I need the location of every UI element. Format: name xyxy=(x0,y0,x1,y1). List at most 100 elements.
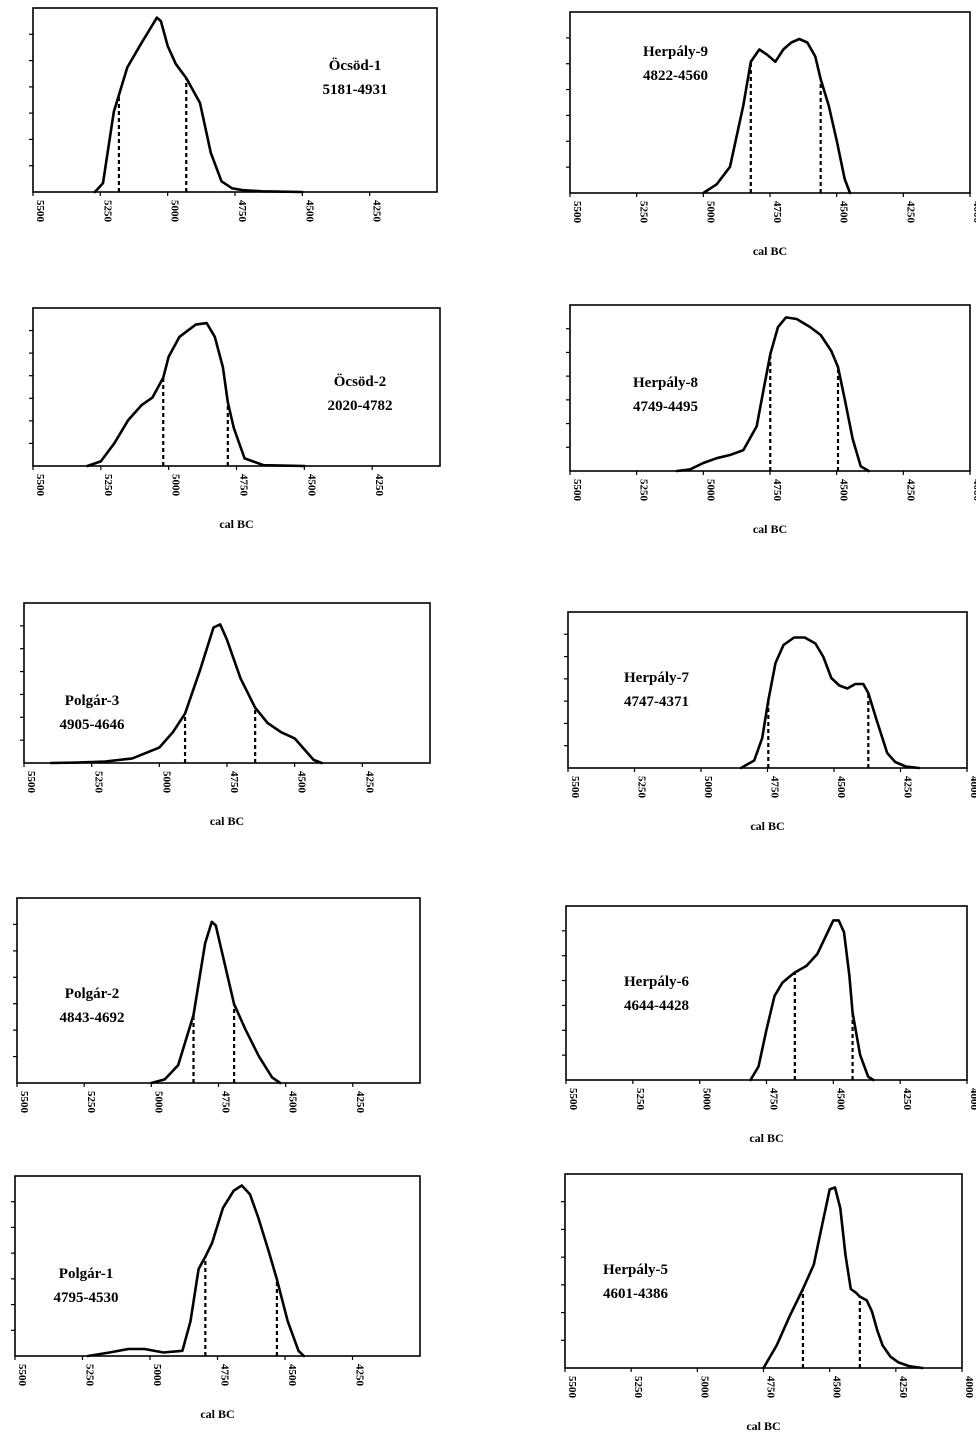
x-tick-label: 4750 xyxy=(771,201,783,224)
x-tick-label: 4250 xyxy=(373,474,385,497)
chart-panel-4: 5500 5250 5000 4750 4500 4250 Polgár-2 4843-469… xyxy=(13,897,421,1114)
x-tick-label: 5250 xyxy=(85,1091,97,1114)
x-tick-label: 4750 xyxy=(236,200,248,223)
x-tick-label: 5250 xyxy=(636,776,648,799)
sample-name-label: Herpály-5 xyxy=(603,1262,668,1278)
x-tick-label: 4000 xyxy=(971,479,976,502)
chart-panel-8: 5500 5250 5000 4750 4500 4250 4000 cal BC Herpál… xyxy=(564,611,976,833)
plot-frame xyxy=(32,7,438,193)
x-tick-label: 4250 xyxy=(902,776,914,799)
date-range-label: 4843-4692 xyxy=(60,1010,125,1026)
x-tick-label: 5500 xyxy=(571,201,583,224)
sample-name-label: Herpály-7 xyxy=(624,670,689,686)
x-axis-title: cal BC xyxy=(749,1131,783,1145)
chart-panel-9: 5500 5250 5000 4750 4500 4250 4000 cal BC Herpál… xyxy=(562,905,976,1145)
sample-name-label: Herpály-9 xyxy=(643,44,708,60)
chart-panel-2: 5500 5250 5000 4750 4500 4250 cal BC Öcsöd-2 202… xyxy=(29,307,441,531)
chart-panel-3: 5500 5250 5000 4750 4500 4250 cal BC Polgár-3 49… xyxy=(20,602,431,828)
x-tick-label: 5000 xyxy=(169,200,181,223)
x-tick-label: 4500 xyxy=(305,474,317,497)
x-tick-label: 4250 xyxy=(354,1091,366,1114)
x-tick-label: 5000 xyxy=(698,1376,710,1399)
chart-panel-5: 5500 5250 5000 4750 4500 4250 cal BC Polgár-1 47… xyxy=(11,1175,421,1421)
x-tick-label: 5250 xyxy=(632,1376,644,1399)
x-axis-title: cal BC xyxy=(753,244,787,258)
date-range-label: 4601-4386 xyxy=(603,1286,668,1302)
sample-name-label: Öcsöd-1 xyxy=(329,57,382,74)
x-tick-label: 5250 xyxy=(93,771,105,794)
x-tick-label: 4500 xyxy=(286,1364,298,1387)
date-range-label: 4905-4646 xyxy=(60,717,125,733)
x-tick-label: 5250 xyxy=(638,479,650,502)
x-tick-label: 4250 xyxy=(904,479,916,502)
x-tick-label: 4500 xyxy=(303,200,315,223)
x-tick-label: 4000 xyxy=(971,201,976,224)
x-tick-label: 4250 xyxy=(354,1364,366,1387)
x-tick-label: 5500 xyxy=(16,1364,28,1387)
probability-curve xyxy=(86,1184,306,1358)
x-tick-label: 5500 xyxy=(18,1091,30,1114)
x-axis-title: cal BC xyxy=(219,517,253,531)
x-tick-label: 5000 xyxy=(170,474,182,497)
x-tick-label: 4500 xyxy=(838,479,850,502)
date-range-label: 4644-4428 xyxy=(624,998,689,1014)
plot-frame xyxy=(565,905,968,1081)
x-tick-label: 5000 xyxy=(160,771,172,794)
date-range-label: 4795-4530 xyxy=(54,1290,119,1306)
x-tick-label: 4500 xyxy=(831,1376,843,1399)
x-tick-label: 4250 xyxy=(904,201,916,224)
probability-curve xyxy=(739,636,921,770)
x-tick-label: 4250 xyxy=(371,200,383,223)
sample-name-label: Herpály-6 xyxy=(624,974,689,990)
x-tick-label: 4500 xyxy=(835,776,847,799)
x-tick-label: 4250 xyxy=(897,1376,909,1399)
x-tick-label: 4250 xyxy=(901,1088,913,1111)
x-tick-label: 4750 xyxy=(771,479,783,502)
x-tick-label: 5500 xyxy=(571,479,583,502)
x-tick-label: 4750 xyxy=(765,1376,777,1399)
probability-curve xyxy=(49,623,323,765)
x-axis-title: cal BC xyxy=(746,1419,780,1432)
x-tick-label: 4000 xyxy=(968,1088,976,1111)
sample-name-label: Polgár-1 xyxy=(59,1266,113,1282)
x-tick-label: 5500 xyxy=(34,474,46,497)
x-tick-label: 4000 xyxy=(968,776,976,799)
x-tick-label: 5500 xyxy=(569,776,581,799)
probability-curve xyxy=(86,321,306,468)
x-tick-label: 5500 xyxy=(34,200,46,223)
x-tick-label: 5000 xyxy=(704,201,716,224)
plot-frame xyxy=(23,602,431,764)
x-tick-label: 4750 xyxy=(220,1091,232,1114)
probability-curve xyxy=(702,37,852,195)
x-tick-label: 5250 xyxy=(84,1364,96,1387)
date-range-label: 4747-4371 xyxy=(624,694,689,710)
x-tick-label: 4500 xyxy=(296,771,308,794)
chart-panel-6: 5500 5250 5000 4750 4500 4250 4000 cal BC Herpál… xyxy=(566,11,976,258)
chart-panel-1: 5500 5250 5000 4750 4500 4250 Öcsöd-1 5181-4931 xyxy=(29,7,438,223)
sample-name-label: Herpály-8 xyxy=(633,375,698,391)
x-tick-label: 4000 xyxy=(963,1376,975,1399)
x-tick-label: 4500 xyxy=(834,1088,846,1111)
x-tick-label: 5500 xyxy=(25,771,37,794)
probability-curve xyxy=(150,920,282,1085)
x-tick-label: 5250 xyxy=(102,474,114,497)
x-tick-label: 4750 xyxy=(238,474,250,497)
date-range-label: 2020-4782 xyxy=(328,398,393,414)
x-tick-label: 5000 xyxy=(151,1364,163,1387)
date-range-label: 5181-4931 xyxy=(323,82,388,98)
x-tick-label: 4750 xyxy=(219,1364,231,1387)
x-axis-title: cal BC xyxy=(200,1407,234,1421)
x-tick-label: 5500 xyxy=(567,1088,579,1111)
sample-name-label: Polgár-2 xyxy=(65,986,119,1002)
x-tick-label: 5000 xyxy=(702,776,714,799)
probability-curve xyxy=(762,1186,924,1370)
x-tick-label: 5250 xyxy=(638,201,650,224)
probability-curve xyxy=(749,919,875,1082)
x-tick-label: 5250 xyxy=(101,200,113,223)
x-tick-label: 4750 xyxy=(228,771,240,794)
x-tick-label: 5000 xyxy=(704,479,716,502)
date-range-label: 4822-4560 xyxy=(643,68,708,84)
x-tick-label: 4500 xyxy=(838,201,850,224)
plot-frame xyxy=(569,11,971,194)
